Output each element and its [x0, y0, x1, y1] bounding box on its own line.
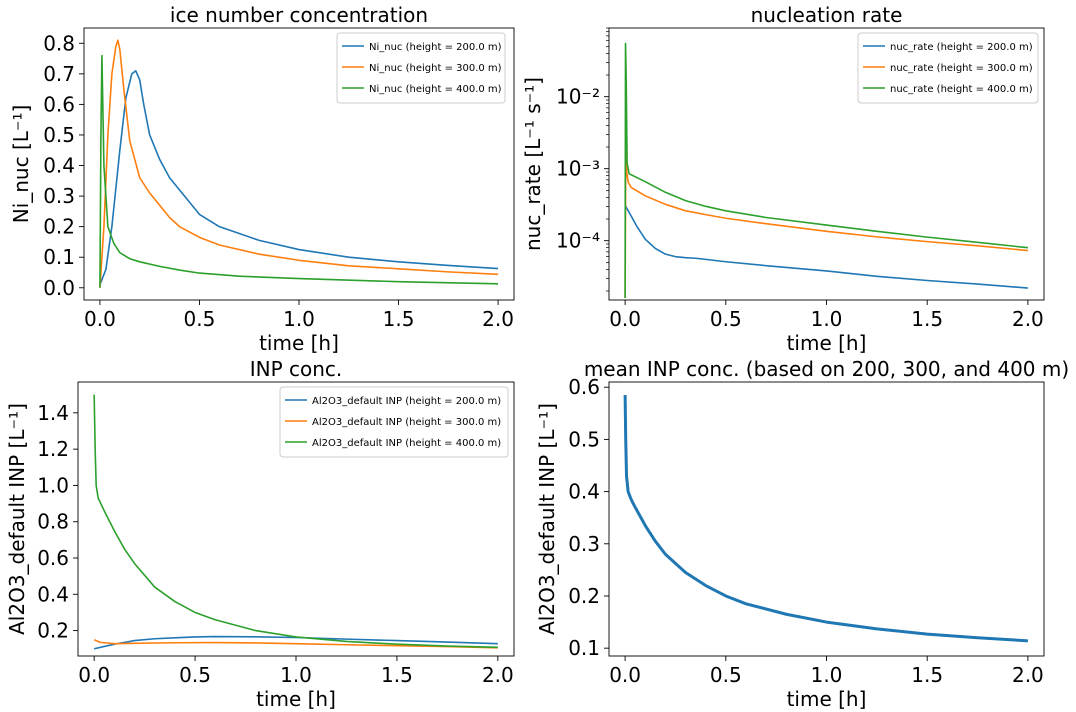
x-tick-label: 0.0	[609, 307, 641, 331]
subplot-2: 0.0 0.5 1.0 1.5 2.0 10⁻⁴ 10⁻³ 10⁻² nucleation ra…	[521, 3, 1045, 355]
series-line-1	[623, 395, 1028, 643]
x-tick-label: 0.5	[179, 663, 211, 687]
y-tick-label: 0.5	[568, 427, 600, 451]
y-tick-label: 0.2	[43, 215, 75, 239]
y-tick-label: 0.6	[43, 92, 75, 116]
y-axis-label: nuc_rate [L⁻¹ s⁻¹]	[521, 77, 545, 251]
legend-entry-label: Ni_nuc (height = 300.0 m)	[369, 63, 502, 74]
y-tick-label: 0.6	[37, 546, 69, 570]
legend: Ni_nuc (height = 200.0 m) Ni_nuc (height …	[336, 32, 506, 104]
y-tick-label: 0.4	[43, 154, 75, 178]
x-tick-label: 1.0	[811, 307, 843, 331]
y-tick-label: 0.4	[37, 582, 69, 606]
x-axis-label: time [h]	[259, 331, 339, 355]
y-tick-label: 0.6	[568, 375, 600, 399]
x-tick-label: 1.5	[911, 307, 943, 331]
x-tick-label: 0.5	[710, 307, 742, 331]
y-tick-label: 10⁻⁴	[556, 229, 600, 253]
subplot-3: 0.0 0.5 1.0 1.5 2.0 0.2 0.4 0.6 0.8 1.0 1.2 1.4 INP …	[5, 357, 515, 711]
series-line-3	[93, 394, 498, 649]
subplot-title: mean INP conc. (based on 200, 300, and 4…	[584, 357, 1069, 381]
axes-frame	[608, 381, 1045, 657]
x-tick-label: 2.0	[1012, 663, 1044, 687]
x-tick-label: 0.5	[184, 307, 216, 331]
y-tick-label: 0.1	[43, 245, 75, 269]
legend: Al2O3_default INP (height = 200.0 m) Al2O…	[279, 386, 509, 458]
legend-entry-label: Ni_nuc (height = 400.0 m)	[369, 84, 502, 95]
y-tick-label: 0.0	[43, 276, 75, 300]
y-tick-label: 10⁻²	[556, 85, 600, 109]
y-axis-label: Ni_nuc [L⁻¹]	[9, 105, 33, 224]
subplot-title: ice number concentration	[170, 3, 428, 27]
series-line-3	[624, 42, 1028, 298]
series-line-2	[99, 39, 499, 288]
x-tick-label: 1.5	[911, 663, 943, 687]
series-line-1	[99, 69, 499, 286]
x-tick-label: 1.5	[383, 307, 415, 331]
y-tick-label: 0.4	[568, 480, 600, 504]
x-tick-label: 1.0	[283, 307, 315, 331]
x-tick-label: 0.0	[609, 663, 641, 687]
legend-entry-label: Al2O3_default INP (height = 400.0 m)	[312, 438, 501, 449]
series-line-2	[624, 120, 1028, 298]
series-line-1	[624, 204, 1028, 289]
x-axis-label: time [h]	[787, 687, 867, 711]
x-axis-label: time [h]	[256, 687, 336, 711]
series-line-2	[93, 638, 498, 649]
y-tick-label: 0.3	[43, 184, 75, 208]
y-tick-label: 0.8	[43, 31, 75, 55]
legend-entry-label: nuc_rate (height = 400.0 m)	[890, 84, 1033, 95]
subplot-title: INP conc.	[250, 357, 343, 381]
y-axis-label: Al2O3_default INP [L⁻¹]	[5, 403, 29, 635]
x-axis-label: time [h]	[787, 331, 867, 355]
y-tick-label: 0.8	[37, 510, 69, 534]
x-tick-label: 2.0	[1012, 307, 1044, 331]
legend-entry-label: nuc_rate (height = 300.0 m)	[890, 63, 1033, 74]
x-tick-label: 1.5	[381, 663, 413, 687]
x-tick-label: 1.0	[280, 663, 312, 687]
legend-entry-label: Al2O3_default INP (height = 200.0 m)	[312, 396, 501, 407]
y-tick-label: 0.2	[568, 584, 600, 608]
legend: nuc_rate (height = 200.0 m) nuc_rate (hei…	[857, 32, 1039, 104]
legend-box	[336, 32, 506, 104]
x-tick-label: 0.0	[84, 307, 116, 331]
subplot-title: nucleation rate	[751, 3, 903, 27]
legend-entry-label: Al2O3_default INP (height = 300.0 m)	[312, 417, 501, 428]
y-tick-label: 10⁻³	[556, 157, 600, 181]
x-tick-label: 2.0	[482, 663, 514, 687]
series-line-3	[99, 54, 499, 288]
y-tick-label: 0.5	[43, 123, 75, 147]
y-tick-label: 1.2	[37, 437, 69, 461]
y-tick-label: 0.1	[568, 636, 600, 660]
legend-box	[279, 386, 509, 458]
y-tick-label: 0.3	[568, 532, 600, 556]
series-line-1	[93, 635, 498, 650]
subplot-1: 0.0 0.5 1.0 1.5 2.0 0.0 0.1 0.2 0.3 0.4 0.5 0.6 0.7 0…	[9, 3, 515, 355]
legend-entry-label: nuc_rate (height = 200.0 m)	[890, 42, 1033, 53]
x-tick-label: 2.0	[482, 307, 514, 331]
y-tick-label: 0.2	[37, 619, 69, 643]
legend-box	[857, 32, 1039, 104]
y-tick-label: 0.7	[43, 62, 75, 86]
x-tick-label: 0.5	[710, 663, 742, 687]
y-tick-label: 1.0	[37, 473, 69, 497]
legend-entry-label: Ni_nuc (height = 200.0 m)	[369, 42, 502, 53]
x-tick-label: 1.0	[811, 663, 843, 687]
y-axis-label: Al2O3_default INP [L⁻¹]	[535, 403, 559, 635]
x-tick-label: 0.0	[78, 663, 110, 687]
y-tick-label: 1.4	[37, 401, 69, 425]
